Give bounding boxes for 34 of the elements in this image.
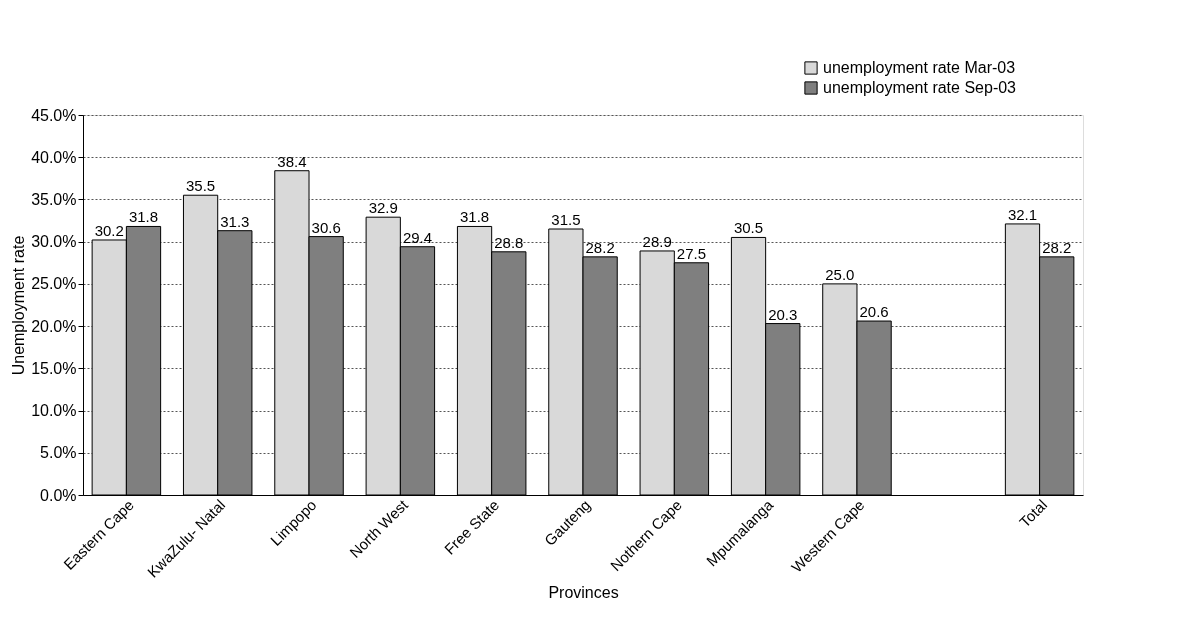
y-tick-label: 5.0% xyxy=(40,444,77,462)
y-tick-label: 0.0% xyxy=(40,486,77,504)
data-label: 30.6 xyxy=(311,218,341,236)
y-tick-label: 40.0% xyxy=(31,148,77,166)
data-label: 32.1 xyxy=(1007,205,1038,223)
data-label: 28.2 xyxy=(1042,238,1072,256)
data-label: 31.3 xyxy=(220,212,250,230)
data-label: 30.2 xyxy=(94,221,124,239)
y-tick-label: 30.0% xyxy=(31,233,77,251)
data-label: 31.8 xyxy=(128,208,159,226)
data-label: 30.5 xyxy=(733,219,764,237)
y-tick-label: 45.0% xyxy=(31,106,77,124)
data-label: 38.4 xyxy=(277,152,307,170)
y-tick-label: 15.0% xyxy=(31,359,77,377)
y-tick-label: 20.0% xyxy=(31,317,77,335)
data-label: 31.8 xyxy=(459,208,490,226)
y-tick-label: 10.0% xyxy=(31,402,77,420)
x-axis-title: Provinces xyxy=(548,583,619,601)
y-axis-title: Unemployment rate xyxy=(10,235,28,376)
data-label: 28.2 xyxy=(585,238,615,256)
data-label: 25.0 xyxy=(825,265,855,283)
data-label: 20.3 xyxy=(768,305,798,323)
data-label: 29.4 xyxy=(402,228,433,246)
data-label: 32.9 xyxy=(368,199,398,217)
y-tick-label: 35.0% xyxy=(31,190,77,208)
data-label: 35.5 xyxy=(185,177,216,195)
data-label: 28.8 xyxy=(494,233,524,251)
y-tick-label: 25.0% xyxy=(31,275,77,293)
legend-label: unemployment rate Sep-03 xyxy=(823,79,1017,96)
legend-label: unemployment rate Mar-03 xyxy=(823,59,1016,76)
data-label: 27.5 xyxy=(676,244,707,262)
data-label: 31.5 xyxy=(551,211,581,228)
data-label: 28.9 xyxy=(642,232,672,250)
data-label: 20.6 xyxy=(859,303,889,321)
